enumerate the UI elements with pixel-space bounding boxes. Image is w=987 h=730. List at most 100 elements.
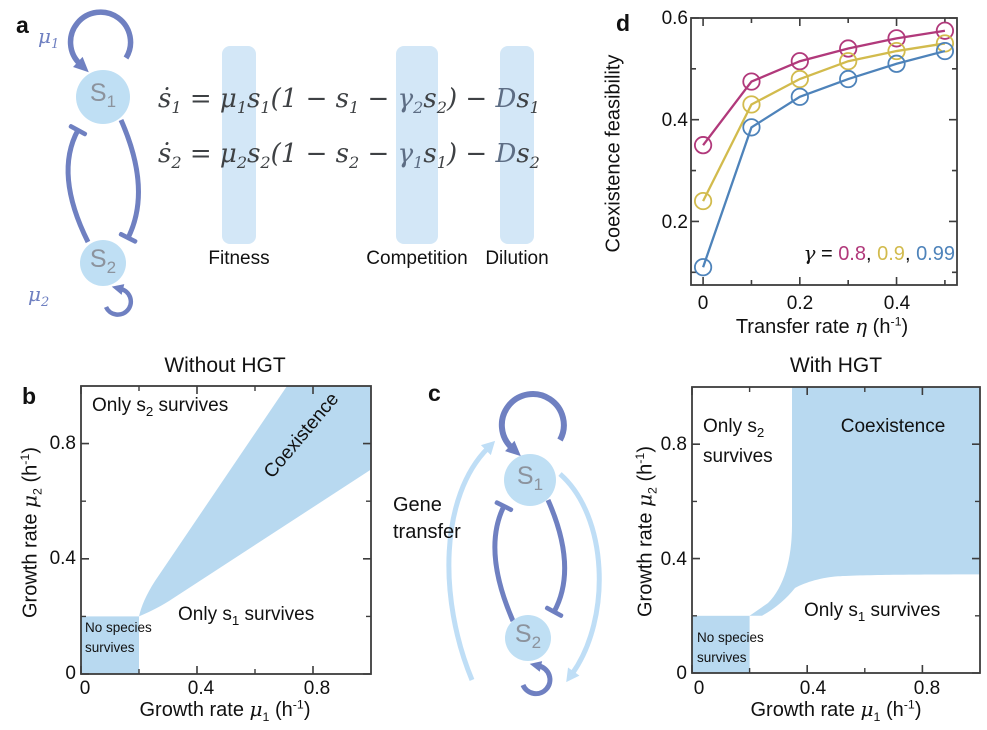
plot-frame xyxy=(80,385,372,675)
no-species-region xyxy=(692,615,750,673)
species-1-node xyxy=(504,454,556,506)
s1-self-growth-arrow xyxy=(67,9,134,73)
mu2-label: μ2 xyxy=(28,282,50,310)
data-point xyxy=(839,52,858,71)
coexistence-region-label: Coexistence xyxy=(840,416,946,437)
panel-c-label: c xyxy=(428,380,441,406)
coexistence-region xyxy=(749,387,980,616)
no-species-region xyxy=(81,616,139,674)
data-point xyxy=(935,21,955,40)
with-hgt-phase-diagram xyxy=(691,386,981,674)
data-point xyxy=(742,95,761,114)
panel-d-xtick-0.4: 0.4 xyxy=(883,293,911,314)
with-hgt-xtick-0.4: 0.4 xyxy=(799,678,827,699)
panel-b-label: b xyxy=(22,383,37,409)
with-hgt-xlabel: Growth rate μ1 (h-1) xyxy=(750,697,922,724)
panel-b-ytick-0.8: 0.8 xyxy=(49,433,76,454)
data-point xyxy=(790,52,809,71)
series-line-1 xyxy=(702,42,946,202)
plot-frame xyxy=(691,386,981,674)
series-line-2 xyxy=(702,49,946,268)
fitness-highlight-band xyxy=(222,46,256,244)
gene-transfer-s2-to-s1-arrow xyxy=(446,440,496,681)
with-hgt-xtick-0: 0 xyxy=(693,678,705,699)
panel-d-xlabel: Transfer rate η (h-1) xyxy=(735,314,909,338)
with-hgt-ylabel: Growth rate μ2 (h-1) xyxy=(632,446,660,617)
data-point xyxy=(887,54,906,73)
s2-self-growth-arrow xyxy=(103,284,134,317)
data-point xyxy=(742,72,761,91)
species-1-node-label: S1 xyxy=(89,79,117,112)
s1-inhibits-s2-arrow xyxy=(118,118,141,244)
only-s1-region-label: Only s1 survives xyxy=(804,600,941,624)
panel-d-label: d xyxy=(616,10,631,36)
competition-highlight-band xyxy=(396,46,438,244)
mu1-label: μ1 xyxy=(38,24,60,52)
panel-d-ylabel: Coexistence feasibility xyxy=(602,54,625,253)
data-point xyxy=(693,136,713,155)
plot-frame xyxy=(690,17,958,286)
data-point xyxy=(742,118,761,137)
panel-d-ytick-0.6: 0.6 xyxy=(661,8,688,29)
data-point xyxy=(839,39,858,58)
with-hgt-ytick-0.4: 0.4 xyxy=(660,549,687,570)
with-hgt-xtick-0.8: 0.8 xyxy=(913,678,941,699)
species-2-node-label: S2 xyxy=(89,245,117,278)
gene-transfer-label: Gene transfer xyxy=(393,494,461,543)
data-point xyxy=(887,29,906,48)
s2-inhibits-s1-arrow xyxy=(65,124,91,244)
panel-b-xtick-0.8: 0.8 xyxy=(303,678,331,699)
species-1-node xyxy=(76,70,130,124)
s2-self-growth-arrow xyxy=(520,661,553,697)
data-point xyxy=(935,41,955,61)
equation-s2-dot: ṡ2 = μ2s2(1 − s2 − γ1s1) − Ds2 xyxy=(158,139,540,173)
species-2-node-label: S2 xyxy=(514,620,542,653)
competition-term-label: Competition xyxy=(366,248,468,269)
gamma-legend: γ = 0.8, 0.9, 0.99 xyxy=(803,241,955,265)
species-1-node-label: S1 xyxy=(516,462,544,495)
only-s1-region-label: Only s1 survives xyxy=(178,604,315,628)
minor-ticks xyxy=(81,386,371,674)
only-s2-region-label: Only s2 survives xyxy=(92,395,229,419)
with-hgt-ytick-0.8: 0.8 xyxy=(660,434,687,455)
species-2-node xyxy=(505,615,551,661)
minor-ticks xyxy=(692,387,980,673)
s1-self-growth-arrow xyxy=(498,391,567,457)
panel-d-xtick-0: 0 xyxy=(697,293,709,314)
with-hgt-ytick-0: 0 xyxy=(676,663,687,684)
no-species-region-label: No species survives xyxy=(85,620,152,655)
gene-transfer-s1-to-s2-arrow xyxy=(558,472,602,683)
species-interaction-diagram xyxy=(65,9,141,317)
s1-inhibits-s2-arrow xyxy=(544,498,568,618)
panel-b-ytick-0: 0 xyxy=(65,663,76,684)
panel-b-title: Without HGT xyxy=(164,354,286,377)
fitness-term-label: Fitness xyxy=(208,248,270,269)
panel-b-xlabel: Growth rate μ1 (h-1) xyxy=(139,697,311,724)
equation-s1-dot: ṡ1 = μ1s1(1 − s1 − γ2s2) − Ds1 xyxy=(158,84,540,118)
gene-transfer-diagram xyxy=(446,391,602,697)
panel-b-xtick-0.4: 0.4 xyxy=(187,678,215,699)
coexistence-region xyxy=(139,386,371,617)
panel-d-ytick-0.4: 0.4 xyxy=(661,110,688,131)
panel-b-xtick-0: 0 xyxy=(79,678,91,699)
data-point xyxy=(839,69,858,89)
s2-inhibits-s1-arrow xyxy=(492,500,516,622)
data-point xyxy=(693,258,713,277)
data-point xyxy=(887,41,906,61)
dilution-term-label: Dilution xyxy=(485,248,549,269)
data-point xyxy=(693,191,713,211)
with-hgt-title: With HGT xyxy=(789,354,883,377)
panel-d-ytick-0.2: 0.2 xyxy=(661,212,688,233)
panel-a-label: a xyxy=(16,12,29,38)
panel-b-ylabel: Growth rate μ2 (h-1) xyxy=(17,447,45,618)
without-hgt-phase-diagram xyxy=(80,385,372,675)
only-s2-region-label: Only s2 survives xyxy=(703,416,773,467)
data-point xyxy=(790,69,809,89)
coexistence-feasibility-plot xyxy=(690,17,958,286)
species-2-node xyxy=(80,240,126,286)
data-point xyxy=(790,87,809,106)
no-species-region-label: No species survives xyxy=(697,630,764,665)
dilution-highlight-band xyxy=(500,46,534,244)
panel-b-ytick-0.4: 0.4 xyxy=(49,548,76,569)
